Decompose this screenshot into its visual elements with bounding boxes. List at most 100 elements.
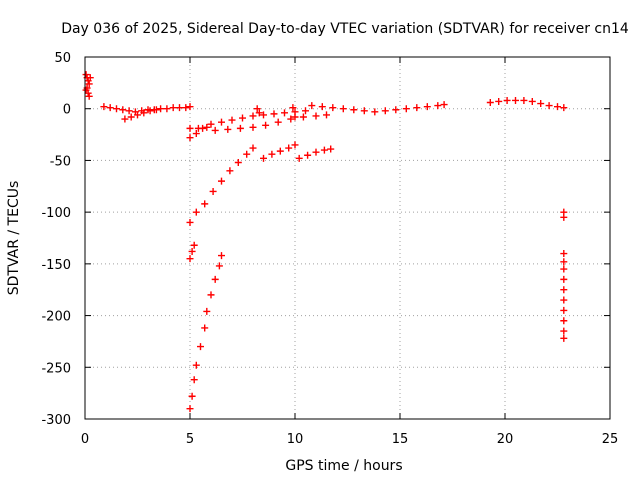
y-tick-label: -150 (41, 258, 71, 273)
data-point (308, 102, 316, 110)
data-point (350, 106, 358, 114)
data-point (268, 150, 276, 158)
data-point (440, 101, 448, 109)
data-point (281, 109, 288, 117)
data-point (163, 105, 171, 113)
data-point (318, 103, 326, 111)
data-point (560, 250, 568, 258)
data-point (119, 106, 127, 114)
data-point (192, 361, 200, 369)
data-point (203, 307, 211, 315)
data-point (207, 291, 215, 299)
data-point (218, 177, 225, 185)
data-point (434, 102, 442, 110)
data-point (169, 104, 177, 112)
data-point (312, 112, 320, 120)
data-point (291, 113, 299, 121)
data-point (560, 275, 568, 283)
data-point (218, 252, 225, 260)
data-point (260, 111, 267, 119)
data-point (560, 317, 568, 325)
data-point (512, 96, 519, 104)
data-point (226, 167, 234, 175)
data-point (276, 147, 284, 155)
data-point (262, 121, 270, 129)
data-point (299, 113, 307, 121)
data-point (134, 111, 141, 119)
data-point (211, 126, 219, 134)
data-point (520, 96, 528, 104)
grid (85, 57, 610, 419)
data-point (203, 123, 211, 131)
data-series (82, 71, 568, 413)
data-point (495, 97, 503, 105)
data-point (423, 103, 431, 111)
data-point (560, 265, 568, 273)
data-point (323, 111, 330, 119)
data-point (304, 151, 312, 159)
y-tick-label: -250 (41, 361, 71, 376)
data-point (121, 115, 129, 123)
data-point (560, 104, 568, 112)
data-point (127, 113, 135, 121)
data-point (85, 80, 93, 88)
data-point (503, 96, 511, 104)
data-point (224, 125, 232, 133)
data-point (106, 104, 114, 112)
data-point (209, 187, 217, 195)
data-point (560, 327, 568, 335)
data-point (274, 118, 282, 126)
data-point (186, 218, 194, 226)
data-point (392, 106, 400, 114)
data-point (249, 123, 257, 131)
data-point (197, 343, 204, 351)
data-point (560, 334, 568, 342)
data-point (192, 208, 200, 216)
data-point (243, 150, 251, 158)
data-point (302, 107, 309, 115)
data-point (82, 71, 90, 79)
data-point (255, 109, 263, 117)
data-point (211, 275, 219, 283)
y-tick-label: 0 (63, 103, 71, 118)
data-point (528, 97, 536, 105)
data-point (402, 105, 410, 113)
x-tick-label: 0 (81, 432, 89, 447)
data-point (152, 106, 160, 114)
data-point (157, 105, 165, 113)
x-tick-label: 15 (392, 432, 409, 447)
data-point (188, 392, 196, 400)
data-point (537, 100, 545, 108)
data-point (125, 107, 133, 115)
data-point (182, 104, 190, 112)
data-point (201, 324, 209, 332)
data-point (560, 286, 568, 294)
data-point (327, 145, 335, 153)
data-point (289, 104, 297, 112)
data-point (86, 74, 94, 82)
y-tick-label: -300 (41, 413, 71, 428)
data-point (100, 103, 108, 111)
data-point (285, 144, 293, 152)
data-point (287, 115, 295, 123)
data-point (190, 241, 198, 249)
plot-frame (84, 56, 611, 420)
data-point (146, 107, 154, 115)
data-point (413, 104, 421, 112)
chart-title: Day 036 of 2025, Sidereal Day-to-day VTE… (61, 21, 629, 37)
x-tick-label: 10 (287, 432, 304, 447)
data-point (560, 306, 568, 314)
data-point (312, 148, 320, 156)
data-point (207, 120, 215, 128)
data-point (140, 109, 148, 117)
data-point (186, 124, 194, 132)
x-tick-label: 25 (602, 432, 619, 447)
data-point (260, 154, 267, 162)
x-tick-label: 20 (497, 432, 514, 447)
data-point (486, 99, 494, 107)
y-tick-label: -50 (50, 154, 71, 169)
data-point (218, 118, 225, 126)
y-tick-label: -200 (41, 310, 71, 325)
data-point (236, 124, 244, 132)
